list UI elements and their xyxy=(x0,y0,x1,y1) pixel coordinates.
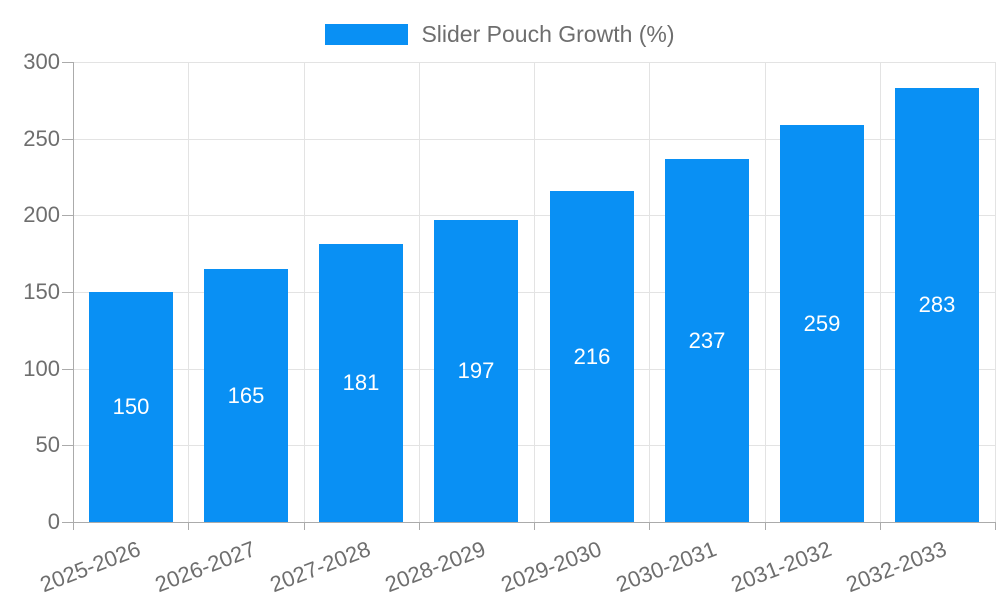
v-gridline xyxy=(765,62,766,522)
x-axis-label: 2030-2031 xyxy=(612,536,720,598)
x-tick-mark xyxy=(649,522,650,530)
bar[interactable]: 165 xyxy=(204,269,288,522)
y-tick-mark xyxy=(62,292,73,293)
y-tick-label: 100 xyxy=(23,356,60,381)
bar-value-label: 237 xyxy=(688,328,726,353)
y-tick-mark xyxy=(62,62,73,63)
x-axis-label: 2031-2032 xyxy=(727,536,835,598)
v-gridline xyxy=(880,62,881,522)
v-gridline xyxy=(649,62,650,522)
bar-value-label: 181 xyxy=(342,370,380,395)
x-axis-label: 2028-2029 xyxy=(381,536,489,598)
bar[interactable]: 197 xyxy=(434,220,518,522)
x-tick-mark xyxy=(419,522,420,530)
y-tick-label: 250 xyxy=(23,126,60,151)
x-tick-mark xyxy=(765,522,766,530)
y-tick-label: 0 xyxy=(47,509,60,534)
x-axis-label: 2029-2030 xyxy=(497,536,605,598)
y-tick-mark xyxy=(62,445,73,446)
v-gridline xyxy=(188,62,189,522)
y-tick-label: 50 xyxy=(35,432,60,457)
y-tick-label: 300 xyxy=(23,49,60,74)
y-tick-mark xyxy=(62,215,73,216)
y-tick-mark xyxy=(62,139,73,140)
x-tick-mark xyxy=(188,522,189,530)
bar[interactable]: 237 xyxy=(665,159,749,522)
legend[interactable]: Slider Pouch Growth (%) xyxy=(0,20,1000,48)
bar[interactable]: 216 xyxy=(550,191,634,522)
x-axis-label: 2027-2028 xyxy=(266,536,374,598)
bar-value-label: 165 xyxy=(227,383,265,408)
x-axis-label: 2025-2026 xyxy=(36,536,144,598)
y-tick-label: 200 xyxy=(23,202,60,227)
v-gridline xyxy=(304,62,305,522)
bar-value-label: 197 xyxy=(457,358,495,383)
bar[interactable]: 150 xyxy=(89,292,173,522)
legend-swatch xyxy=(325,23,409,45)
bar[interactable]: 259 xyxy=(780,125,864,522)
v-gridline xyxy=(995,62,996,522)
x-tick-mark xyxy=(880,522,881,530)
x-axis-label: 2026-2027 xyxy=(151,536,259,598)
v-gridline xyxy=(534,62,535,522)
legend-label: Slider Pouch Growth (%) xyxy=(421,21,675,47)
x-axis-line xyxy=(62,522,995,523)
bar[interactable]: 181 xyxy=(319,244,403,522)
x-axis-label: 2032-2033 xyxy=(842,536,950,598)
x-tick-mark xyxy=(534,522,535,530)
bar-value-label: 283 xyxy=(918,292,956,317)
v-gridline xyxy=(419,62,420,522)
y-tick-label: 150 xyxy=(23,279,60,304)
bar[interactable]: 283 xyxy=(895,88,979,522)
bar-value-label: 150 xyxy=(112,394,150,419)
bar-value-label: 216 xyxy=(573,344,611,369)
y-tick-mark xyxy=(62,369,73,370)
x-tick-mark xyxy=(304,522,305,530)
bar-value-label: 259 xyxy=(803,311,841,336)
y-axis-line xyxy=(73,62,74,530)
x-tick-mark xyxy=(995,522,996,530)
